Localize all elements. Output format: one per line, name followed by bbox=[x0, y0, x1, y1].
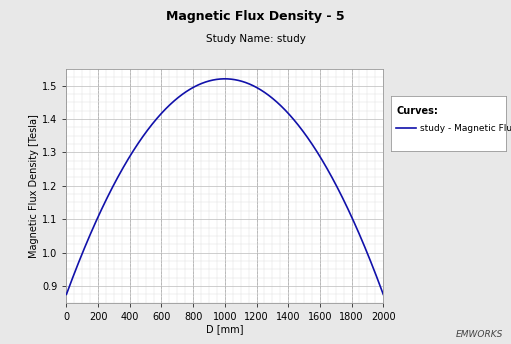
Text: EMWORKS: EMWORKS bbox=[456, 330, 503, 339]
Text: Magnetic Flux Density - 5: Magnetic Flux Density - 5 bbox=[166, 10, 345, 23]
Y-axis label: Magnetic Flux Density [Tesla]: Magnetic Flux Density [Tesla] bbox=[29, 114, 39, 258]
Text: Curves:: Curves: bbox=[397, 106, 438, 116]
Text: Study Name: study: Study Name: study bbox=[205, 34, 306, 44]
X-axis label: D [mm]: D [mm] bbox=[206, 324, 244, 334]
Text: study - Magnetic Flux Density: study - Magnetic Flux Density bbox=[420, 124, 511, 133]
